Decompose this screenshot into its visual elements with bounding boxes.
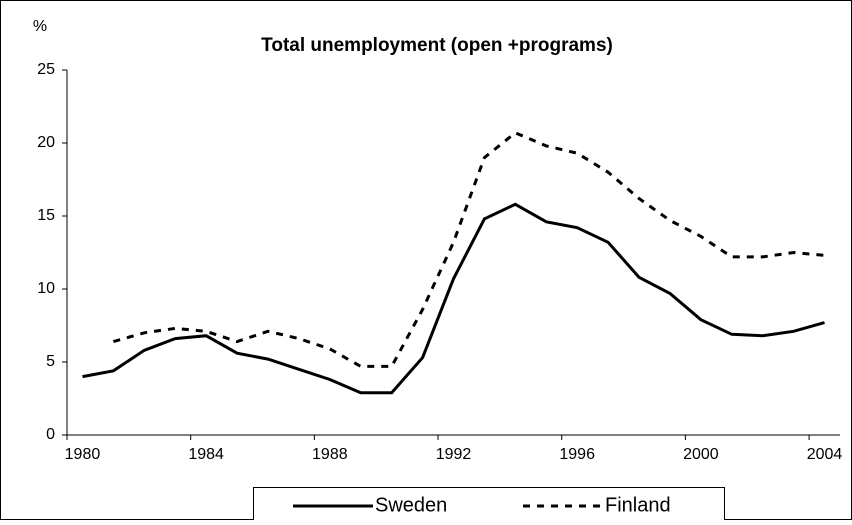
- y-tick-label: 15: [37, 207, 55, 224]
- x-tick-label: 1992: [436, 446, 472, 463]
- y-tick-label: 20: [37, 134, 55, 151]
- y-tick-label: 10: [37, 280, 55, 297]
- x-tick-label: 1996: [559, 446, 595, 463]
- y-tick-label: 0: [46, 426, 55, 443]
- chart-title: Total unemployment (open +programs): [261, 35, 613, 56]
- y-tick-label: 5: [46, 353, 55, 370]
- y-axis-label: %: [33, 18, 47, 35]
- legend-label: Sweden: [375, 494, 447, 516]
- x-tick-label: 1988: [312, 446, 348, 463]
- x-tick-label: 1980: [65, 446, 101, 463]
- x-tick-label: 2000: [683, 446, 719, 463]
- y-tick-label: 25: [37, 61, 55, 78]
- series-line: [82, 202, 825, 395]
- x-tick-label: 1984: [188, 446, 224, 463]
- x-tick-label: 2004: [807, 446, 843, 463]
- legend-label: Finland: [605, 494, 671, 516]
